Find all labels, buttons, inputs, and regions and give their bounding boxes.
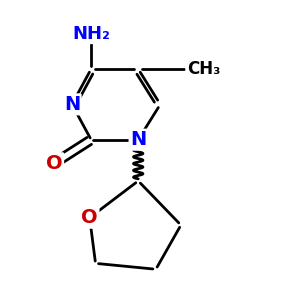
- Text: O: O: [46, 154, 63, 173]
- Text: CH₃: CH₃: [187, 60, 220, 78]
- Text: NH₂: NH₂: [72, 25, 110, 43]
- Text: N: N: [64, 95, 80, 114]
- Text: N: N: [130, 130, 146, 149]
- Text: O: O: [81, 208, 98, 227]
